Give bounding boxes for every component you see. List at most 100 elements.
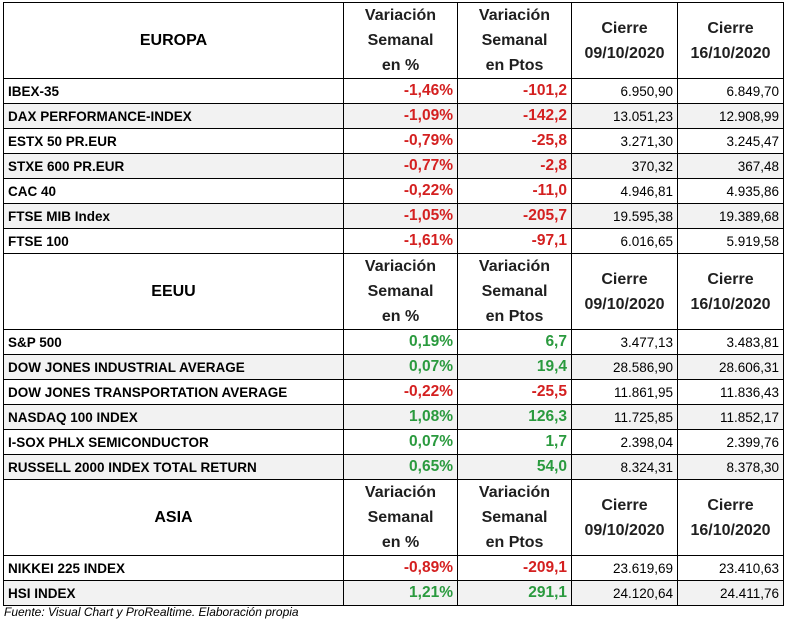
close-curr: 19.389,68 — [677, 203, 784, 229]
close-curr: 11.836,43 — [677, 379, 784, 405]
header-line: Semanal — [481, 32, 548, 49]
close-curr: 24.411,76 — [677, 580, 784, 606]
index-row: HSI INDEX 1,21% 291,1 24.120,64 24.411,7… — [3, 580, 784, 606]
weekly-change-pts: 1,7 — [457, 429, 572, 455]
close-curr: 3.245,47 — [677, 128, 784, 154]
weekly-change-pct: 0,65% — [343, 454, 458, 480]
section-header-row: EEUU Variación Semanal en % Variación Seman… — [3, 253, 784, 330]
header-line: Semanal — [481, 509, 548, 526]
index-row: DAX PERFORMANCE-INDEX -1,09% -142,2 13.0… — [3, 103, 784, 129]
weekly-change-pts: -101,2 — [457, 78, 572, 104]
close-prev: 4.946,81 — [571, 178, 678, 204]
header-line: Variación — [478, 258, 551, 275]
header-line: en Ptos — [485, 534, 544, 551]
index-row: CAC 40 -0,22% -11,0 4.946,81 4.935,86 — [3, 178, 784, 204]
header-line: en Ptos — [485, 308, 544, 325]
weekly-change-pct: -0,89% — [343, 555, 458, 581]
index-name: STXE 600 PR.EUR — [3, 153, 344, 179]
close-curr: 23.410,63 — [677, 555, 784, 581]
header-close-curr: Cierre 16/10/2020 — [677, 2, 784, 79]
header-variation-pct: Variación Semanal en % — [343, 253, 458, 330]
header-line: Cierre — [601, 496, 648, 514]
index-row: DOW JONES INDUSTRIAL AVERAGE 0,07% 19,4 … — [3, 354, 784, 380]
weekly-change-pct: 0,07% — [343, 354, 458, 380]
weekly-change-pct: 1,08% — [343, 404, 458, 430]
weekly-change-pct: -1,05% — [343, 203, 458, 229]
weekly-change-pts: -205,7 — [457, 203, 572, 229]
header-line: Cierre — [707, 496, 754, 514]
weekly-change-pts: -25,5 — [457, 379, 572, 405]
index-row: STXE 600 PR.EUR -0,77% -2,8 370,32 367,4… — [3, 153, 784, 179]
close-curr: 3.483,81 — [677, 329, 784, 355]
weekly-change-pct: -1,46% — [343, 78, 458, 104]
weekly-change-pct: 1,21% — [343, 580, 458, 606]
source-note: Fuente: Visual Chart y ProRealtime. Elab… — [4, 605, 299, 619]
index-row: I-SOX PHLX SEMICONDUCTOR 0,07% 1,7 2.398… — [3, 429, 784, 455]
header-line: 09/10/2020 — [584, 44, 665, 62]
close-curr: 4.935,86 — [677, 178, 784, 204]
index-row: NASDAQ 100 INDEX 1,08% 126,3 11.725,85 1… — [3, 404, 784, 430]
region-title: ASIA — [3, 479, 344, 556]
weekly-change-pts: 54,0 — [457, 454, 572, 480]
index-row: DOW JONES TRANSPORTATION AVERAGE -0,22% … — [3, 379, 784, 405]
close-prev: 11.861,95 — [571, 379, 678, 405]
close-curr: 5.919,58 — [677, 228, 784, 254]
close-prev: 2.398,04 — [571, 429, 678, 455]
index-name: CAC 40 — [3, 178, 344, 204]
index-row: FTSE 100 -1,61% -97,1 6.016,65 5.919,58 — [3, 228, 784, 254]
weekly-change-pts: 291,1 — [457, 580, 572, 606]
header-variation-pts: Variación Semanal en Ptos — [457, 253, 572, 330]
weekly-change-pct: -0,22% — [343, 379, 458, 405]
header-line: Variación — [364, 7, 437, 24]
close-curr: 8.378,30 — [677, 454, 784, 480]
header-line: Cierre — [601, 270, 648, 288]
close-prev: 28.586,90 — [571, 354, 678, 380]
close-curr: 367,48 — [677, 153, 784, 179]
weekly-change-pct: 0,19% — [343, 329, 458, 355]
header-line: en % — [381, 308, 420, 325]
header-line: Semanal — [367, 509, 434, 526]
index-row: ESTX 50 PR.EUR -0,79% -25,8 3.271,30 3.2… — [3, 128, 784, 154]
index-name: S&P 500 — [3, 329, 344, 355]
header-variation-pts: Variación Semanal en Ptos — [457, 2, 572, 79]
weekly-change-pts: -209,1 — [457, 555, 572, 581]
header-line: Cierre — [601, 19, 648, 37]
weekly-change-pts: 19,4 — [457, 354, 572, 380]
section-header-row: ASIA Variación Semanal en % Variación Seman… — [3, 479, 784, 556]
index-name: FTSE 100 — [3, 228, 344, 254]
header-line: Cierre — [707, 19, 754, 37]
weekly-change-pct: -0,22% — [343, 178, 458, 204]
weekly-change-pts: -11,0 — [457, 178, 572, 204]
header-line: Variación — [364, 484, 437, 501]
close-prev: 24.120,64 — [571, 580, 678, 606]
close-prev: 11.725,85 — [571, 404, 678, 430]
index-row: RUSSELL 2000 INDEX TOTAL RETURN 0,65% 54… — [3, 454, 784, 480]
region-title: EEUU — [3, 253, 344, 330]
close-prev: 6.950,90 — [571, 78, 678, 104]
header-variation-pts: Variación Semanal en Ptos — [457, 479, 572, 556]
index-name: DAX PERFORMANCE-INDEX — [3, 103, 344, 129]
header-close-prev: Cierre 09/10/2020 — [571, 253, 678, 330]
market-weekly-table: EUROPA Variación Semanal en % Variación Sem… — [3, 2, 784, 606]
section-header-row: EUROPA Variación Semanal en % Variación Sem… — [3, 2, 784, 79]
header-close-curr: Cierre 16/10/2020 — [677, 479, 784, 556]
index-name: I-SOX PHLX SEMICONDUCTOR — [3, 429, 344, 455]
index-row: NIKKEI 225 INDEX -0,89% -209,1 23.619,69… — [3, 555, 784, 581]
header-line: Variación — [364, 258, 437, 275]
weekly-change-pct: -0,77% — [343, 153, 458, 179]
header-line: Semanal — [481, 283, 548, 300]
close-prev: 23.619,69 — [571, 555, 678, 581]
weekly-change-pts: -2,8 — [457, 153, 572, 179]
index-name: DOW JONES INDUSTRIAL AVERAGE — [3, 354, 344, 380]
index-name: IBEX-35 — [3, 78, 344, 104]
close-prev: 3.477,13 — [571, 329, 678, 355]
header-line: 09/10/2020 — [584, 521, 665, 539]
weekly-change-pts: -97,1 — [457, 228, 572, 254]
close-curr: 6.849,70 — [677, 78, 784, 104]
close-prev: 13.051,23 — [571, 103, 678, 129]
weekly-change-pts: -142,2 — [457, 103, 572, 129]
close-curr: 12.908,99 — [677, 103, 784, 129]
index-name: NASDAQ 100 INDEX — [3, 404, 344, 430]
header-variation-pct: Variación Semanal en % — [343, 2, 458, 79]
header-close-prev: Cierre 09/10/2020 — [571, 479, 678, 556]
